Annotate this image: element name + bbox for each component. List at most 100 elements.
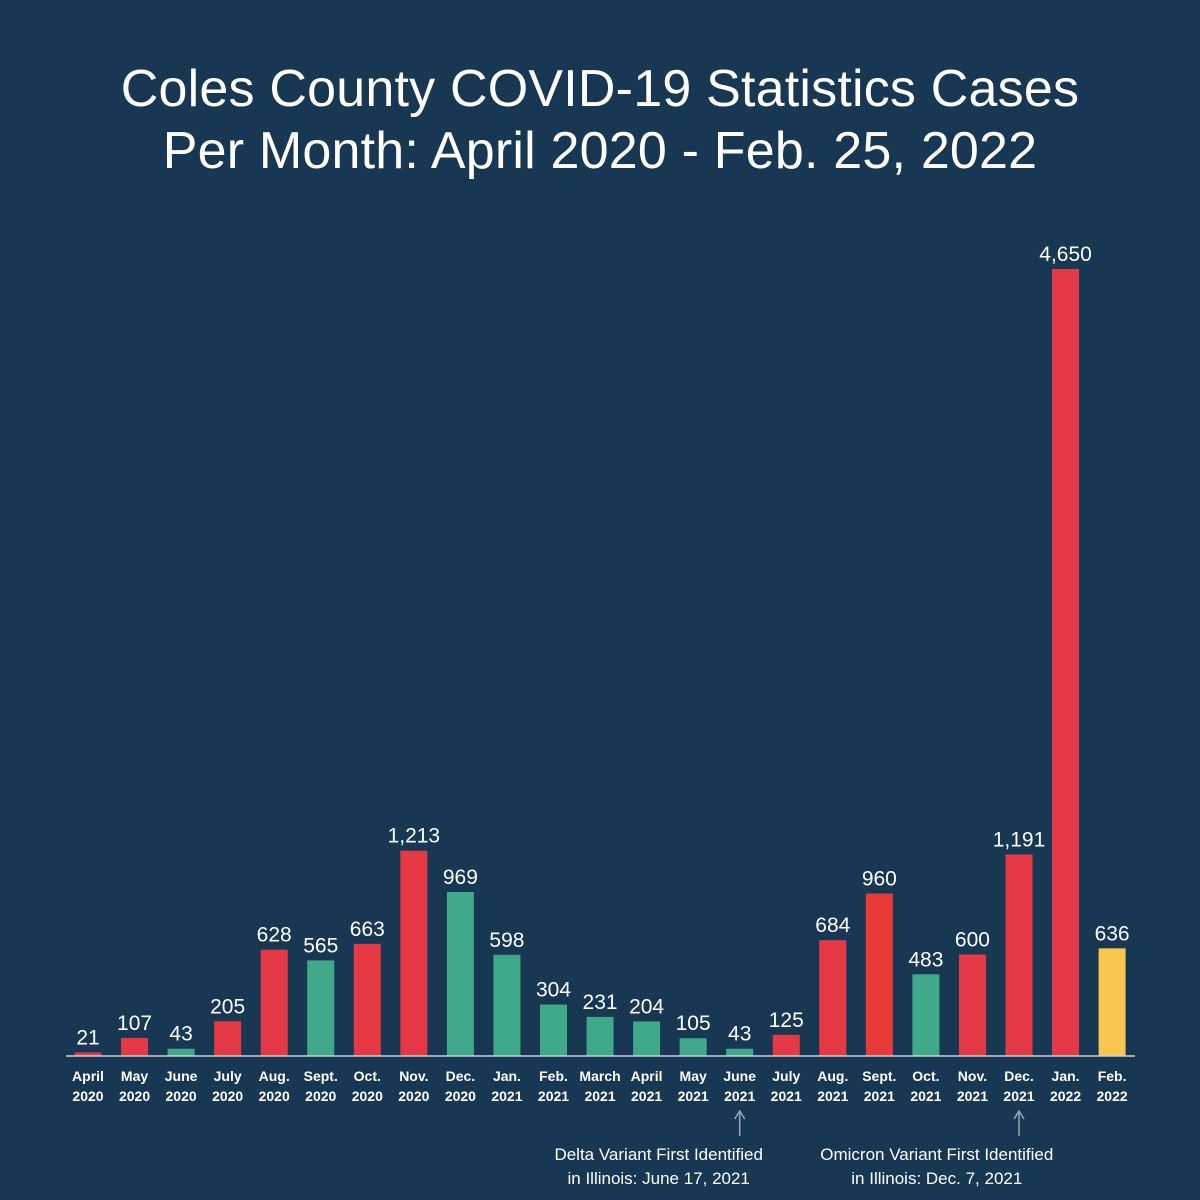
x-tick-month-9: Jan. [493, 1068, 521, 1084]
x-tick-month-3: July [214, 1068, 242, 1084]
annotation-1-line-1: in Illinois: Dec. 7, 2021 [851, 1169, 1022, 1188]
x-tick-year-4: 2020 [259, 1088, 290, 1104]
value-label-6: 663 [350, 918, 385, 941]
x-tick-month-22: Feb. [1098, 1068, 1127, 1084]
x-tick-year-0: 2020 [72, 1088, 103, 1104]
x-tick-year-12: 2021 [631, 1088, 662, 1104]
x-tick-month-14: June [723, 1068, 756, 1084]
value-label-11: 231 [583, 991, 618, 1014]
x-tick-year-13: 2021 [678, 1088, 709, 1104]
x-tick-year-7: 2020 [398, 1088, 429, 1104]
value-label-8: 969 [443, 866, 478, 889]
x-tick-year-18: 2021 [910, 1088, 941, 1104]
bar-0 [74, 1052, 102, 1056]
value-label-10: 304 [536, 979, 571, 1002]
bar-4 [260, 949, 288, 1056]
bar-12 [633, 1021, 661, 1056]
chart-title-line-2: Per Month: April 2020 - Feb. 25, 2022 [162, 122, 1038, 180]
x-tick-month-18: Oct. [912, 1068, 939, 1084]
bar-9 [493, 954, 521, 1056]
annotation-0-line-1: in Illinois: June 17, 2021 [567, 1169, 749, 1188]
value-label-13: 105 [676, 1012, 711, 1035]
value-label-20: 1,191 [993, 828, 1046, 851]
bar-20 [1005, 854, 1033, 1056]
x-tick-year-10: 2021 [538, 1088, 569, 1104]
value-label-21: 4,650 [1039, 243, 1092, 266]
bar-5 [307, 960, 335, 1056]
x-tick-year-22: 2022 [1097, 1088, 1128, 1104]
bar-21 [1052, 269, 1080, 1056]
bar-10 [540, 1004, 567, 1056]
x-tick-month-19: Nov. [958, 1068, 987, 1084]
value-label-12: 204 [629, 995, 664, 1018]
bar-18 [912, 974, 940, 1056]
bars-layer [74, 269, 1126, 1056]
value-label-0: 21 [76, 1026, 99, 1049]
x-tick-year-3: 2020 [212, 1088, 243, 1104]
annotation-arrow-head-1 [1013, 1109, 1025, 1120]
x-tick-month-17: Sept. [862, 1068, 896, 1084]
x-tick-month-10: Feb. [539, 1068, 568, 1084]
annotation-1-line-0: Omicron Variant First Identified [820, 1145, 1053, 1164]
bar-22 [1098, 948, 1126, 1056]
x-tick-year-17: 2021 [864, 1088, 895, 1104]
bar-16 [819, 940, 847, 1056]
x-tick-labels-layer: April 2020 May 2020 June 2020 July 2020 Aug. 2020… [72, 1068, 1128, 1104]
x-tick-year-9: 2021 [491, 1088, 522, 1104]
bar-19 [958, 954, 986, 1056]
x-tick-month-1: May [121, 1068, 148, 1084]
x-tick-year-14: 2021 [724, 1088, 755, 1104]
x-tick-year-15: 2021 [771, 1088, 802, 1104]
value-label-17: 960 [862, 868, 897, 891]
x-tick-year-19: 2021 [957, 1088, 988, 1104]
bar-8 [446, 891, 474, 1056]
x-tick-year-11: 2021 [584, 1088, 615, 1104]
value-label-4: 628 [257, 924, 292, 947]
value-label-5: 565 [303, 934, 338, 957]
x-tick-month-12: April [631, 1068, 663, 1084]
bar-2 [167, 1048, 195, 1056]
x-tick-month-0: April [72, 1068, 104, 1084]
x-tick-year-2: 2020 [166, 1088, 197, 1104]
x-tick-month-21: Jan. [1052, 1068, 1080, 1084]
value-label-3: 205 [210, 995, 245, 1018]
x-tick-month-8: Dec. [446, 1068, 476, 1084]
annotation-arrow-head-0 [734, 1109, 746, 1120]
x-tick-year-6: 2020 [352, 1088, 383, 1104]
x-tick-month-15: July [772, 1068, 800, 1084]
value-label-2: 43 [169, 1023, 192, 1046]
bar-6 [353, 943, 381, 1056]
annotations-layer: Delta Variant First Identified in Illinoi… [554, 1109, 1053, 1188]
value-label-1: 107 [117, 1012, 152, 1035]
bar-17 [865, 893, 893, 1056]
bar-1 [121, 1037, 149, 1056]
value-label-22: 636 [1095, 922, 1130, 945]
value-label-19: 600 [955, 928, 990, 951]
value-label-18: 483 [908, 948, 943, 971]
x-tick-year-5: 2020 [305, 1088, 336, 1104]
chart-title: Coles County COVID-19 Statistics Cases P… [0, 58, 1200, 182]
bar-7 [400, 850, 428, 1056]
bar-11 [586, 1016, 614, 1056]
x-tick-month-5: Sept. [304, 1068, 338, 1084]
x-tick-month-11: March [579, 1068, 620, 1084]
value-label-9: 598 [489, 929, 524, 952]
bar-15 [772, 1034, 800, 1056]
x-tick-year-21: 2022 [1050, 1088, 1081, 1104]
x-tick-month-6: Oct. [354, 1068, 381, 1084]
x-tick-year-8: 2020 [445, 1088, 476, 1104]
value-label-14: 43 [728, 1023, 751, 1046]
value-label-16: 684 [815, 914, 850, 937]
bar-13 [679, 1038, 707, 1056]
x-tick-month-16: Aug. [817, 1068, 848, 1084]
x-tick-year-20: 2021 [1003, 1088, 1034, 1104]
bar-3 [214, 1021, 242, 1056]
x-tick-year-16: 2021 [817, 1088, 848, 1104]
annotation-0-line-0: Delta Variant First Identified [554, 1145, 763, 1164]
x-tick-year-1: 2020 [119, 1088, 150, 1104]
value-label-15: 125 [769, 1009, 804, 1032]
x-tick-month-13: May [680, 1068, 707, 1084]
